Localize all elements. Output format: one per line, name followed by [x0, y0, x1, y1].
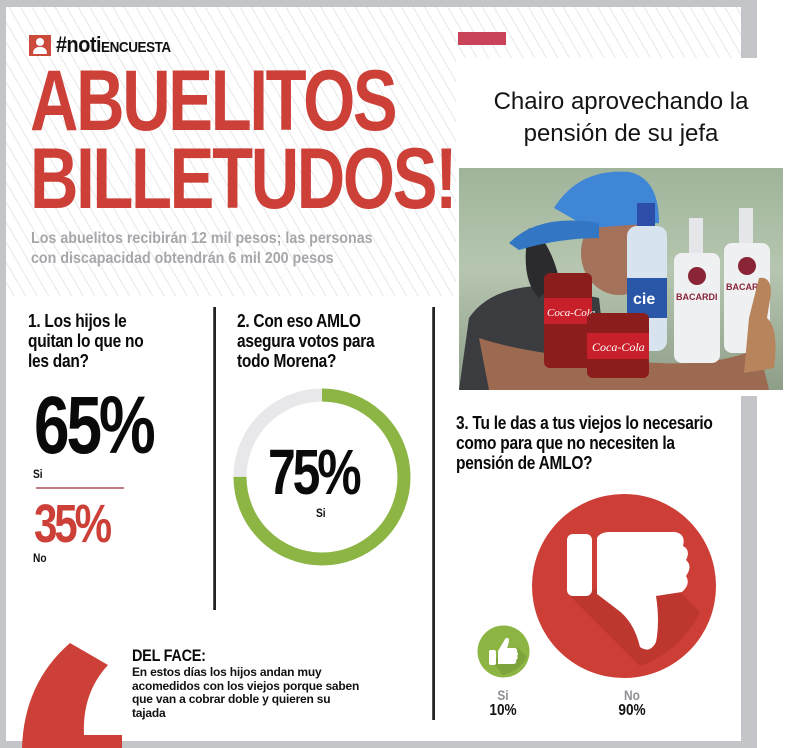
svg-text:cie: cie: [633, 291, 655, 308]
thumbs-up-icon: [477, 625, 530, 678]
meme-photo: cie Coca-Cola Coca-Cola BACARDI BACARDI: [459, 168, 783, 390]
question-3: 3. Tu le das a tus viejos lo necesario c…: [456, 413, 713, 473]
q2-donut-chart: [233, 388, 411, 566]
q2-si-value: 75%: [268, 436, 362, 508]
headline-line-1: ABUELITOS: [30, 53, 398, 149]
quote-mark-icon: [22, 643, 122, 748]
del-face-body: En estos días los hijos andan muy acomed…: [132, 665, 360, 720]
meme-caption: Chairo aprovechando la pensión de su jef…: [456, 86, 786, 150]
question-1: 1. Los hijos le quitan lo que no les dan…: [28, 311, 144, 371]
q1-si-value: 65%: [34, 380, 156, 471]
headline: ABUELITOS BILLETUDOS!: [30, 53, 458, 227]
meme-panel: Chairo aprovechando la pensión de su jef…: [456, 58, 786, 396]
meme-caption-line-1: Chairo aprovechando la: [493, 88, 749, 115]
q1-no-value: 35%: [34, 494, 112, 554]
meme-illustration: cie Coca-Cola Coca-Cola BACARDI BACARDI: [459, 171, 776, 390]
svg-text:BACARDI: BACARDI: [726, 282, 768, 292]
q3-no-label: No: [624, 687, 640, 703]
meme-caption-line-2: pensión de su jefa: [523, 120, 719, 147]
column-divider-1: [213, 307, 216, 610]
svg-text:BACARDI: BACARDI: [676, 292, 718, 302]
q3-si-result: Si 10%: [488, 688, 519, 719]
q3-si-value: 10%: [489, 702, 517, 719]
brand-tag: #notiENCUESTA: [29, 32, 183, 58]
column-divider-2: [432, 307, 435, 720]
accent-bar: [458, 32, 506, 45]
subheadline: Los abuelitos recibirán 12 mil pesos; la…: [31, 230, 373, 267]
question-2: 2. Con eso AMLO asegura votos para todo …: [237, 311, 375, 371]
hashtag-suffix: ENCUESTA: [101, 39, 171, 56]
q1-separator: [36, 487, 124, 489]
del-face-title: DEL FACE:: [132, 646, 206, 665]
user-icon: [29, 34, 51, 56]
q1-no-label: No: [33, 551, 47, 565]
q1-si-label: Si: [33, 467, 43, 481]
q3-no-value: 90%: [618, 702, 646, 719]
q2-si-label: Si: [316, 506, 326, 520]
svg-text:Coca-Cola: Coca-Cola: [592, 340, 645, 354]
headline-line-2: BILLETUDOS!: [30, 131, 458, 227]
svg-text:Coca-Cola: Coca-Cola: [547, 307, 596, 319]
thumbs-down-icon: [532, 494, 716, 678]
q3-no-result: No 90%: [615, 688, 649, 719]
hashtag-prefix: #noti: [56, 32, 102, 57]
hashtag: #notiENCUESTA: [56, 32, 171, 58]
q3-si-label: Si: [497, 687, 509, 703]
